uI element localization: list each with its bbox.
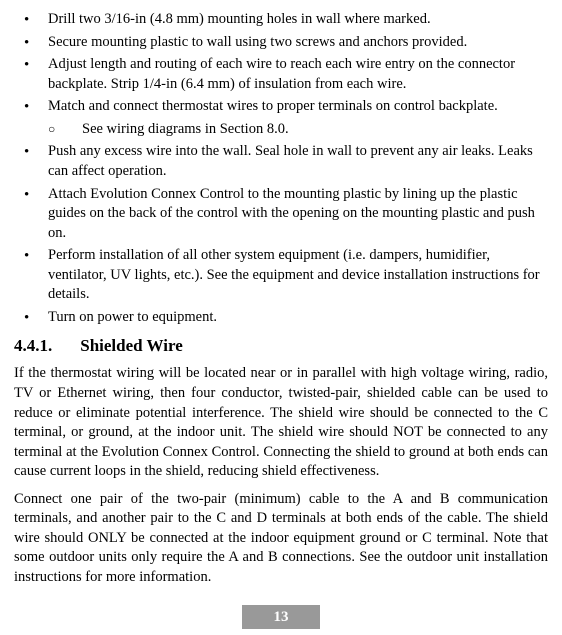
list-item: Perform installation of all other system… xyxy=(14,246,548,305)
sub-list: See wiring diagrams in Section 8.0. xyxy=(48,120,548,140)
list-item: Adjust length and routing of each wire t… xyxy=(14,55,548,94)
list-text: Turn on power to equipment. xyxy=(48,309,217,325)
heading-number: 4.4.1. xyxy=(14,335,52,358)
list-text: Push any excess wire into the wall. Seal… xyxy=(48,143,533,179)
page-number: 13 xyxy=(242,605,320,629)
list-text: Perform installation of all other system… xyxy=(48,247,540,302)
list-item: Secure mounting plastic to wall using tw… xyxy=(14,33,548,53)
sub-list-item: See wiring diagrams in Section 8.0. xyxy=(48,120,548,140)
paragraph: If the thermostat wiring will be located… xyxy=(14,364,548,481)
list-item: Push any excess wire into the wall. Seal… xyxy=(14,142,548,181)
instruction-list: Drill two 3/16-in (4.8 mm) mounting hole… xyxy=(14,10,548,327)
paragraph: Connect one pair of the two-pair (minimu… xyxy=(14,490,548,588)
list-text: Adjust length and routing of each wire t… xyxy=(48,56,515,92)
list-item: Turn on power to equipment. xyxy=(14,308,548,328)
heading-title: Shielded Wire xyxy=(80,336,183,355)
list-text: Secure mounting plastic to wall using tw… xyxy=(48,34,467,50)
list-item: Attach Evolution Connex Control to the m… xyxy=(14,185,548,244)
sub-list-text: See wiring diagrams in Section 8.0. xyxy=(82,121,289,137)
section-heading: 4.4.1. Shielded Wire xyxy=(14,335,548,358)
list-text: Match and connect thermostat wires to pr… xyxy=(48,98,498,114)
list-text: Drill two 3/16-in (4.8 mm) mounting hole… xyxy=(48,11,431,27)
list-item: Match and connect thermostat wires to pr… xyxy=(14,97,548,139)
list-text: Attach Evolution Connex Control to the m… xyxy=(48,186,535,241)
list-item: Drill two 3/16-in (4.8 mm) mounting hole… xyxy=(14,10,548,30)
